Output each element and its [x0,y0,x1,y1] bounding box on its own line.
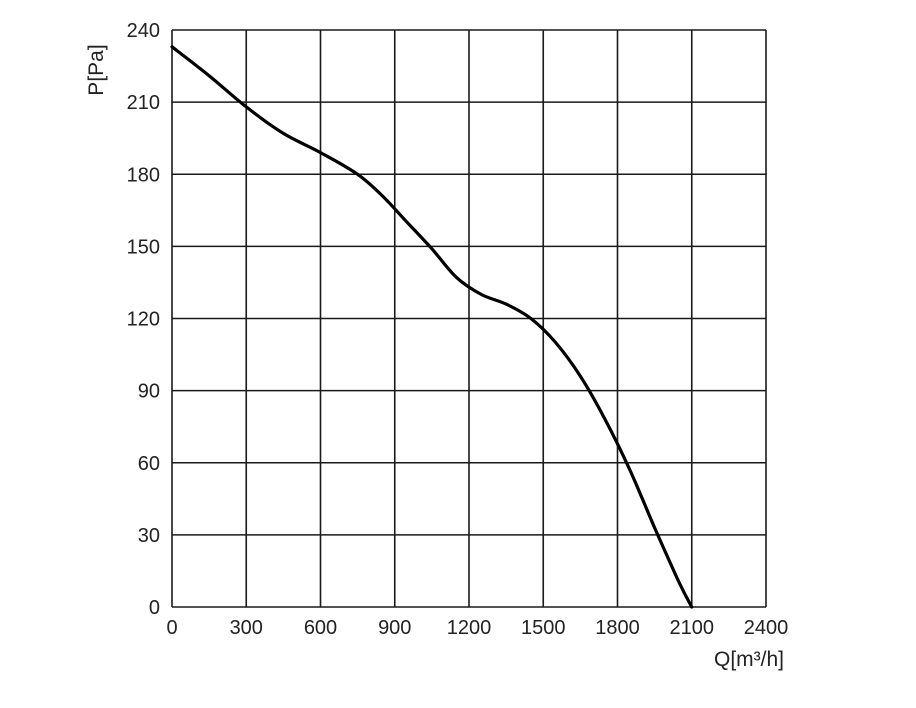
y-tick-label: 210 [127,92,160,114]
x-tick-label: 1800 [595,617,640,639]
x-tick-label: 300 [230,617,263,639]
x-tick-label: 0 [166,617,177,639]
x-tick-label: 1500 [521,617,566,639]
y-tick-label: 0 [149,597,160,619]
y-tick-label: 180 [127,164,160,186]
y-tick-label: 90 [138,381,160,403]
x-tick-label: 2100 [670,617,715,639]
x-tick-labels: 0 300 600 900 1200 1500 1800 2100 2400 [166,617,788,639]
series-line [170,45,694,609]
x-tick-label: 2400 [744,617,789,639]
x-tick-label: 600 [304,617,337,639]
y-tick-label: 240 [127,20,160,42]
y-tick-label: 30 [138,525,160,547]
y-tick-label: 150 [127,236,160,258]
x-tick-label: 1200 [447,617,492,639]
y-tick-label: 60 [138,453,160,475]
grid [171,29,767,608]
x-axis-label: Q[m³/h] [714,648,784,671]
y-tick-labels: 0 30 60 90 120 150 180 210 240 [127,20,160,619]
y-tick-label: 120 [127,309,160,331]
y-axis-label: P[Pa] [85,44,108,95]
x-tick-label: 900 [378,617,411,639]
